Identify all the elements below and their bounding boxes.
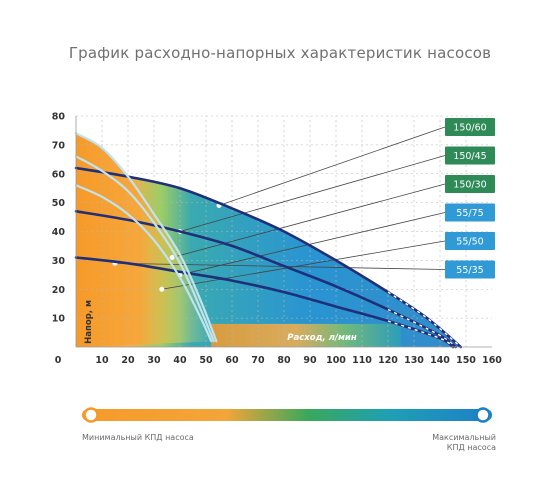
x-tick-label: 140 <box>430 355 450 366</box>
efficiency-scale <box>82 407 492 423</box>
y-tick-label: 70 <box>52 140 66 151</box>
legend-box <box>445 146 495 165</box>
pump-curves <box>74 132 463 349</box>
x-tick-label: 160 <box>482 355 502 366</box>
legend-label: 55/35 <box>456 265 483 276</box>
x-tick-label: 50 <box>199 355 213 366</box>
leader-line <box>172 183 446 258</box>
efficiency-area-55 <box>76 133 217 347</box>
legend-box <box>445 203 495 222</box>
min-efficiency-label: Минимальный КПД насоса <box>82 433 194 442</box>
series-line <box>74 256 455 349</box>
x-tick-label: 150 <box>456 355 476 366</box>
legend-box <box>445 260 495 279</box>
x-tick-label: 70 <box>251 355 265 366</box>
leader-dot <box>159 286 165 292</box>
y-axis-label: Напор, м <box>84 300 94 344</box>
series-line <box>74 132 218 343</box>
chart-title: График расходно-напорных характеристик н… <box>68 44 492 62</box>
y-tick-label: 80 <box>52 112 66 123</box>
legend-leader-lines <box>112 126 446 292</box>
y-tick-label: 10 <box>52 314 66 325</box>
legend-label: 150/30 <box>453 180 486 191</box>
x-tick-label: 130 <box>404 355 424 366</box>
y-tick-label: 30 <box>52 256 66 267</box>
leader-dot <box>169 254 175 260</box>
axes: 10 20 30 40 50 60 70 80 90 100 110 120 130 140 150 1601… <box>52 112 503 367</box>
leader-line <box>218 126 446 206</box>
x-tick-label: 80 <box>277 355 291 366</box>
x-tick-label: 40 <box>173 355 187 366</box>
leader-line <box>179 155 446 232</box>
legend-label: 150/45 <box>453 151 486 162</box>
leader-line <box>114 262 446 270</box>
x-tick-label: 100 <box>326 355 346 366</box>
efficiency-area <box>76 133 461 347</box>
y-tick-label: 20 <box>52 285 66 296</box>
leader-line <box>161 240 446 290</box>
legend: 150/60 150/45 150/30 55/75 55/50 55/35 <box>445 118 495 279</box>
series-line <box>74 184 213 343</box>
series-line <box>74 166 463 349</box>
origin-label: 0 <box>55 355 62 366</box>
min-marker-icon <box>83 407 99 423</box>
legend-box <box>445 175 495 193</box>
series-line <box>74 155 215 343</box>
max-marker-icon <box>475 407 491 423</box>
efficiency-scale-bar <box>82 409 492 421</box>
y-tick-label: 60 <box>52 169 66 180</box>
x-tick-label: 120 <box>378 355 398 366</box>
legend-label: 150/60 <box>453 123 486 134</box>
series-tail <box>387 308 457 348</box>
leader-line <box>179 212 446 276</box>
legend-label: 55/50 <box>456 237 483 248</box>
x-tick-label: 20 <box>121 355 135 366</box>
y-tick-label: 40 <box>52 227 66 238</box>
legend-box <box>445 118 495 136</box>
x-tick-label: 60 <box>225 355 239 366</box>
y-tick-label: 50 <box>52 198 66 209</box>
efficiency-area-bottom <box>211 323 401 347</box>
legend-box <box>445 232 495 250</box>
legend-label: 55/75 <box>456 208 483 219</box>
x-tick-label: 110 <box>352 355 372 366</box>
x-tick-label: 90 <box>303 355 317 366</box>
x-tick-label: 30 <box>147 355 161 366</box>
max-efficiency-label: Максимальный КПД насоса <box>432 433 496 452</box>
x-tick-label: 10 <box>95 355 109 366</box>
x-axis-label: Расход, л/мин <box>287 333 357 343</box>
